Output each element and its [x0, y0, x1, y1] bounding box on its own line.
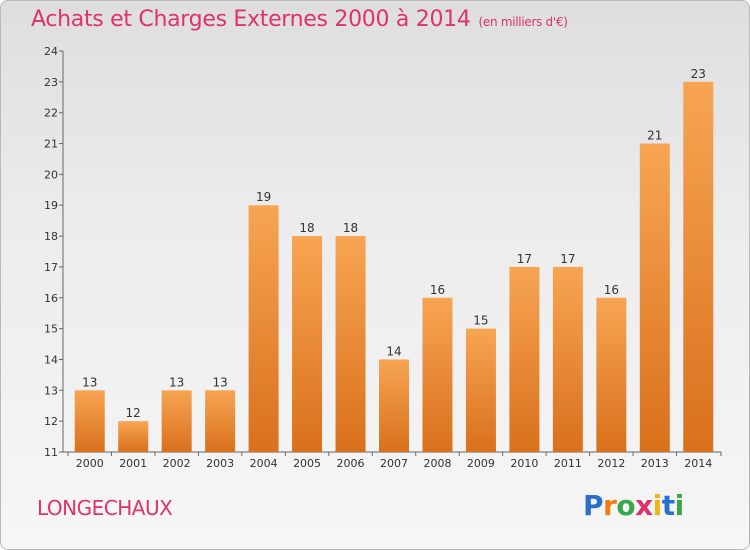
bar-2002[interactable]: [161, 390, 192, 452]
y-tick-label: 15: [44, 323, 58, 336]
data-label-2010: 17: [517, 252, 532, 266]
x-tick-label: 2006: [337, 457, 365, 470]
y-tick-label: 14: [44, 353, 58, 366]
x-tick-label: 2012: [597, 457, 625, 470]
data-label-2000: 13: [82, 375, 97, 389]
data-label-2012: 16: [604, 283, 619, 297]
y-tick-label: 18: [44, 230, 58, 243]
chart-title: Achats et Charges Externes 2000 à 2014 (e…: [31, 7, 568, 32]
data-label-2002: 13: [169, 375, 184, 389]
data-label-2001: 12: [126, 406, 141, 420]
y-tick-label: 17: [44, 261, 58, 274]
data-label-2014: 23: [691, 67, 706, 81]
commune-name: LONGECHAUX: [37, 496, 173, 520]
data-label-2007: 14: [386, 344, 401, 358]
x-tick-label: 2007: [380, 457, 408, 470]
bar-2014[interactable]: [683, 81, 714, 452]
data-label-2006: 18: [343, 221, 358, 235]
bar-2007[interactable]: [379, 359, 409, 452]
y-tick-label: 12: [44, 415, 58, 428]
bar-2010[interactable]: [509, 266, 540, 452]
chart-subtitle: (en milliers d'€): [478, 15, 568, 29]
y-tick-label: 19: [44, 199, 58, 212]
chart-axes: 11 12 13 14 15 16 17 18 19 20 21 22 23 24 2000 2001 2002…: [44, 45, 722, 470]
y-tick-label: 22: [44, 107, 58, 120]
y-tick-label: 24: [44, 45, 58, 58]
x-tick-label: 2011: [554, 457, 582, 470]
data-label-2004: 19: [256, 190, 271, 204]
y-tick-label: 20: [44, 168, 58, 181]
data-label-2008: 16: [430, 283, 445, 297]
x-tick-label: 2005: [293, 457, 321, 470]
y-tick-label: 16: [44, 292, 58, 305]
y-tick-label: 23: [44, 76, 58, 89]
x-tick-label: 2002: [163, 457, 191, 470]
data-label-2003: 13: [212, 375, 227, 389]
bar-2003[interactable]: [205, 390, 236, 452]
bar-2009[interactable]: [465, 328, 496, 452]
bar-2004[interactable]: [248, 205, 279, 452]
x-tick-label: 2010: [510, 457, 538, 470]
data-label-2013: 21: [647, 129, 662, 143]
y-tick-label: 21: [44, 138, 58, 151]
bar-2006[interactable]: [335, 236, 366, 452]
x-tick-label: 2014: [684, 457, 712, 470]
y-tick-label: 13: [44, 384, 58, 397]
x-tick-label: 2001: [119, 457, 147, 470]
chart-bars: [74, 81, 714, 453]
proxiti-logo[interactable]: Proxiti: [583, 489, 684, 522]
bar-2005[interactable]: [292, 236, 323, 452]
chart-title-text: Achats et Charges Externes 2000 à 2014: [31, 7, 471, 32]
data-label-2011: 17: [560, 252, 575, 266]
bar-2011[interactable]: [552, 266, 583, 452]
bar-2012[interactable]: [596, 297, 627, 452]
bar-2008[interactable]: [422, 297, 453, 452]
x-tick-label: 2008: [423, 457, 451, 470]
data-label-2009: 15: [473, 314, 488, 328]
bar-2001[interactable]: [118, 421, 149, 452]
data-label-2005: 18: [299, 221, 314, 235]
x-tick-label: 2004: [250, 457, 278, 470]
x-tick-label: 2000: [76, 457, 104, 470]
bar-2000[interactable]: [74, 390, 105, 452]
y-tick-label: 11: [44, 446, 58, 459]
chart-data-labels: 13 12 13 13 19 18 18 14 16 15 17 17 16 21 23: [82, 67, 706, 420]
bar-2013[interactable]: [639, 143, 670, 453]
x-tick-label: 2009: [467, 457, 495, 470]
x-tick-label: 2003: [206, 457, 234, 470]
x-tick-label: 2013: [641, 457, 669, 470]
